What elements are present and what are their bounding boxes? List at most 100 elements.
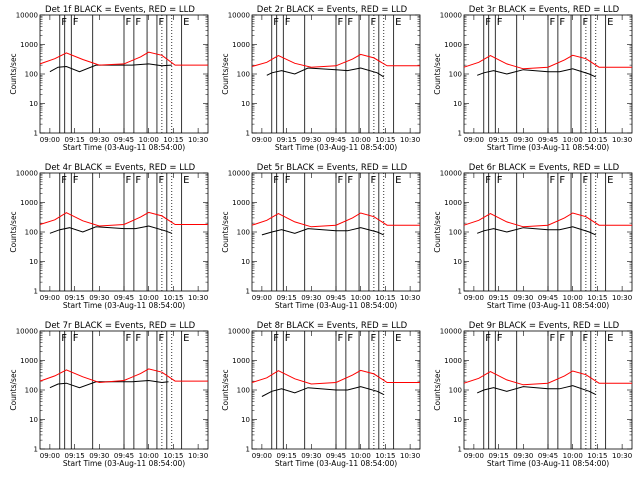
x-tick-label: 09:45 [326, 452, 346, 460]
flag-marker: F [370, 175, 376, 186]
y-axis-label: Counts/sec [433, 369, 442, 410]
panel-title: Det 2r BLACK = Events, RED = LLD [257, 5, 408, 15]
x-tick-label: 10:00 [351, 294, 371, 302]
flag-marker: F [135, 175, 141, 186]
flag-marker: F [61, 175, 67, 186]
panel-7: Det 7r BLACK = Events, RED = LLD 1 10 100 10… [9, 321, 209, 468]
y-axis-label: Counts/sec [221, 369, 230, 410]
x-tick-label: 10:30 [188, 294, 208, 302]
x-tick-label: 09:30 [513, 452, 533, 460]
x-tick-label: 10:15 [163, 136, 183, 144]
y-axis-label: Counts/sec [433, 211, 442, 252]
y-axis-label: Counts/sec [9, 369, 18, 410]
x-axis-label: Start Time (03-Aug-11 08:54:00) [63, 459, 185, 468]
x-axis-label: Start Time (03-Aug-11 08:54:00) [275, 301, 397, 310]
flag-marker: F [273, 333, 279, 344]
x-tick-label: 10:00 [139, 294, 159, 302]
x-axis-label: Start Time (03-Aug-11 08:54:00) [275, 459, 397, 468]
flag-marker: F [338, 175, 344, 186]
x-tick-label: 09:15 [276, 136, 296, 144]
x-tick-label: 09:30 [89, 452, 109, 460]
flag-marker: E [395, 175, 401, 186]
y-tick-label: 10000 [228, 170, 250, 178]
flag-marker: F [550, 175, 556, 186]
lld-series-line [39, 368, 208, 384]
x-axis-label: Start Time (03-Aug-11 08:54:00) [63, 143, 185, 152]
panel-1: Det 1f BLACK = Events, RED = LLD 1 10 100 10… [9, 5, 209, 152]
y-tick-label: 100 [237, 387, 250, 395]
x-tick-label: 09:30 [89, 136, 109, 144]
x-tick-label: 09:15 [64, 294, 84, 302]
x-tick-label: 09:45 [538, 452, 558, 460]
flag-marker: F [73, 333, 79, 344]
flag-marker: F [559, 333, 565, 344]
y-tick-label: 100 [237, 71, 250, 79]
panel-title: Det 4r BLACK = Events, RED = LLD [45, 163, 196, 173]
flag-marker: F [285, 175, 291, 186]
flag-marker: F [158, 17, 164, 28]
x-axis-label: Start Time (03-Aug-11 08:54:00) [275, 143, 397, 152]
x-tick-label: 09:30 [513, 294, 533, 302]
y-tick-label: 1000 [20, 199, 38, 207]
x-tick-label: 09:15 [488, 294, 508, 302]
lld-series-line [251, 53, 420, 68]
flag-marker: F [73, 175, 79, 186]
events-series-line [477, 68, 597, 78]
x-tick-label: 09:00 [40, 136, 60, 144]
x-tick-label: 09:30 [513, 136, 533, 144]
flag-marker: F [135, 17, 141, 28]
x-tick-label: 09:15 [488, 452, 508, 460]
x-tick-label: 10:00 [139, 452, 159, 460]
y-tick-label: 1 [458, 288, 462, 296]
x-tick-label: 10:15 [375, 452, 395, 460]
x-tick-label: 10:15 [587, 452, 607, 460]
x-tick-label: 10:15 [587, 136, 607, 144]
x-axis-label: Start Time (03-Aug-11 08:54:00) [487, 301, 609, 310]
y-tick-label: 10000 [440, 170, 462, 178]
flag-marker: F [61, 333, 67, 344]
y-tick-label: 10 [453, 100, 462, 108]
flag-marker: F [347, 17, 353, 28]
flag-marker: E [183, 17, 189, 28]
x-tick-label: 10:15 [375, 136, 395, 144]
y-axis-label: Counts/sec [9, 53, 18, 94]
panel-2: Det 2r BLACK = Events, RED = LLD 1 10 100 10… [221, 5, 421, 152]
flag-marker: E [395, 17, 401, 28]
panel-title: Det 3r BLACK = Events, RED = LLD [469, 5, 620, 15]
events-series-line [49, 225, 172, 234]
x-axis-label: Start Time (03-Aug-11 08:54:00) [63, 301, 185, 310]
y-tick-label: 1000 [20, 41, 38, 49]
y-tick-label: 1 [246, 130, 250, 138]
panel-3: Det 3r BLACK = Events, RED = LLD 1 10 100 10… [433, 5, 633, 152]
lld-series-line [39, 211, 208, 227]
y-axis-label: Counts/sec [433, 53, 442, 94]
x-tick-label: 09:15 [64, 452, 84, 460]
x-axis-label: Start Time (03-Aug-11 08:54:00) [487, 143, 609, 152]
y-tick-label: 100 [237, 229, 250, 237]
panel-title: Det 5r BLACK = Events, RED = LLD [257, 163, 408, 173]
panel-9: Det 9r BLACK = Events, RED = LLD 1 10 100 10… [433, 321, 633, 468]
y-tick-label: 10 [29, 258, 38, 266]
panel-title: Det 7r BLACK = Events, RED = LLD [45, 321, 196, 331]
x-tick-label: 09:00 [464, 136, 484, 144]
y-tick-label: 10000 [228, 12, 250, 20]
flag-marker: F [485, 17, 491, 28]
x-tick-label: 10:30 [400, 294, 420, 302]
x-tick-label: 09:00 [40, 452, 60, 460]
x-axis-label: Start Time (03-Aug-11 08:54:00) [487, 459, 609, 468]
y-tick-label: 100 [25, 229, 38, 237]
x-tick-label: 10:15 [375, 294, 395, 302]
panel-title: Det 8r BLACK = Events, RED = LLD [257, 321, 408, 331]
flag-marker: F [582, 333, 588, 344]
flag-marker: F [550, 17, 556, 28]
x-tick-label: 09:15 [64, 136, 84, 144]
flag-marker: F [559, 175, 565, 186]
x-tick-label: 10:00 [563, 452, 583, 460]
y-tick-label: 1000 [444, 41, 462, 49]
panel-6: Det 6r BLACK = Events, RED = LLD 1 10 100 10… [433, 163, 633, 310]
panel-5: Det 5r BLACK = Events, RED = LLD 1 10 100 10… [221, 163, 421, 310]
lld-series-line [251, 212, 420, 228]
y-tick-label: 1000 [444, 199, 462, 207]
flag-marker: F [126, 333, 132, 344]
